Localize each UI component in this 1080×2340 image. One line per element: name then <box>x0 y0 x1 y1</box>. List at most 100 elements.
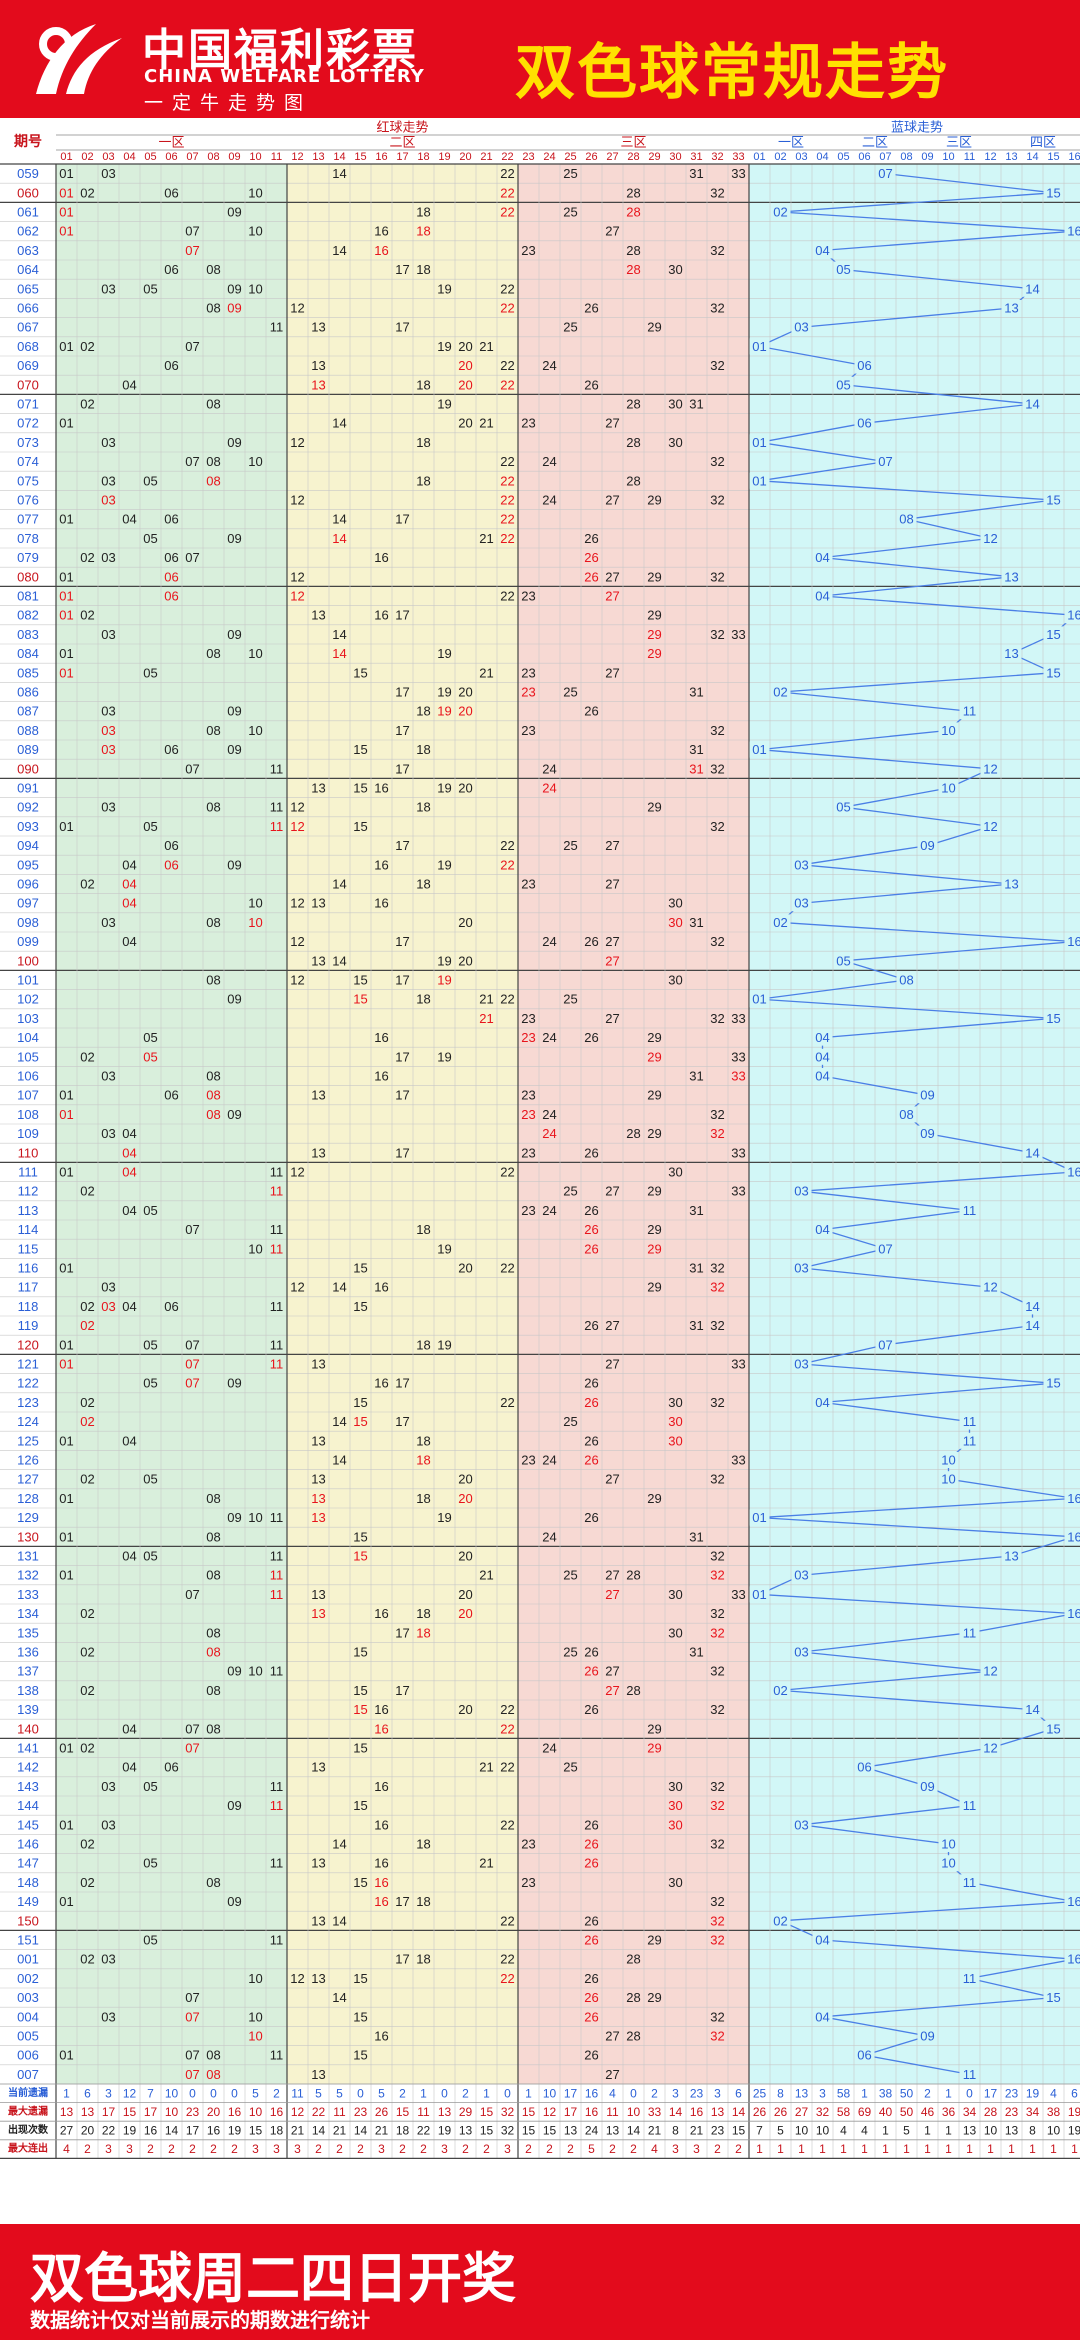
blue-ball-backdrop <box>854 1759 875 1776</box>
red-stat-value: 4 <box>63 2142 70 2156</box>
red-ball-mark: 19 <box>437 704 451 719</box>
red-ball-mark: 17 <box>395 262 409 277</box>
red-ball-mark: 05 <box>143 1933 157 1948</box>
red-ball-mark: 26 <box>584 1376 598 1391</box>
red-number-header: 11 <box>271 151 282 163</box>
blue-ball-mark: 06 <box>857 2048 871 2063</box>
red-ball-mark: 09 <box>227 1376 241 1391</box>
blue-ball-mark: 04 <box>815 1049 829 1064</box>
issue-number: 118 <box>18 1299 39 1314</box>
red-ball-mark: 02 <box>80 1837 94 1852</box>
issue-number: 108 <box>17 1107 39 1122</box>
red-ball-mark: 14 <box>332 1453 346 1468</box>
red-ball-mark: 27 <box>605 665 619 680</box>
blue-number-header: 11 <box>964 151 975 163</box>
red-stat-value: 2 <box>231 2142 238 2156</box>
blue-stat-value: 1 <box>1029 2142 1036 2156</box>
blue-ball-backdrop <box>1001 568 1022 585</box>
blue-ball-backdrop <box>749 434 770 451</box>
red-ball-mark: 25 <box>563 838 577 853</box>
red-stat-value: 13 <box>606 2124 620 2138</box>
red-stat-value: 2 <box>714 2142 721 2156</box>
red-ball-mark: 24 <box>542 493 556 508</box>
red-ball-mark: 15 <box>353 1971 367 1986</box>
blue-stat-value: 1 <box>819 2142 826 2156</box>
blue-stat-value: 1 <box>945 2086 952 2100</box>
red-ball-mark: 32 <box>710 185 724 200</box>
red-stat-value: 2 <box>609 2142 616 2156</box>
red-ball-mark: 17 <box>395 1088 409 1103</box>
blue-stat-value: 19 <box>1068 2124 1080 2138</box>
red-stat-value: 10 <box>543 2086 557 2100</box>
red-ball-mark: 25 <box>563 166 577 181</box>
red-ball-mark: 30 <box>668 1625 682 1640</box>
blue-ball-backdrop <box>833 261 854 278</box>
blue-stat-value: 1 <box>882 2124 889 2138</box>
red-ball-mark: 28 <box>626 205 640 220</box>
red-ball-mark: 05 <box>143 1376 157 1391</box>
red-stat-value: 1 <box>63 2086 70 2100</box>
red-ball-mark: 11 <box>270 1549 284 1564</box>
blue-ball-mark: 02 <box>773 1683 787 1698</box>
red-ball-mark: 10 <box>248 1510 262 1525</box>
red-number-header: 02 <box>81 151 93 163</box>
stat-label: 当前遗漏 <box>8 2086 48 2099</box>
blue-ball-backdrop <box>875 453 896 470</box>
red-ball-mark: 07 <box>185 2048 199 2063</box>
red-ball-mark: 20 <box>458 416 472 431</box>
red-ball-mark: 26 <box>584 704 598 719</box>
blue-stat-value: 50 <box>900 2105 914 2119</box>
red-stat-value: 18 <box>270 2124 284 2138</box>
blue-ball-mark: 16 <box>1067 1529 1080 1544</box>
red-ball-mark: 29 <box>647 1721 661 1736</box>
red-ball-mark: 32 <box>710 2009 724 2024</box>
red-ball-mark: 01 <box>59 819 73 834</box>
red-ball-mark: 30 <box>668 1817 682 1832</box>
blue-ball-mark: 11 <box>963 1875 977 1890</box>
red-stat-value: 2 <box>462 2086 469 2100</box>
red-ball-mark: 22 <box>500 1165 514 1180</box>
red-ball-mark: 01 <box>59 589 73 604</box>
red-ball-mark: 13 <box>311 1856 325 1871</box>
red-ball-mark: 32 <box>710 1549 724 1564</box>
red-ball-mark: 11 <box>270 1299 284 1314</box>
red-ball-mark: 10 <box>248 1971 262 1986</box>
issue-number: 106 <box>17 1069 39 1084</box>
red-stat-value: 21 <box>690 2124 704 2138</box>
blue-ball-backdrop <box>791 895 812 912</box>
red-ball-mark: 17 <box>395 838 409 853</box>
issue-number: 006 <box>17 2048 39 2063</box>
red-ball-mark: 32 <box>710 1568 724 1583</box>
red-ball-mark: 15 <box>353 1529 367 1544</box>
red-ball-mark: 11 <box>270 1933 284 1948</box>
blue-ball-backdrop <box>917 1778 938 1795</box>
blue-ball-backdrop <box>791 1260 812 1276</box>
blue-ball-backdrop <box>791 1644 812 1660</box>
red-stat-value: 3 <box>378 2142 385 2156</box>
blue-ball-backdrop <box>875 1240 896 1257</box>
blue-number-header: 07 <box>879 151 891 163</box>
issue-number: 062 <box>17 224 39 239</box>
brand-name-cn: 中国福利彩票 <box>142 25 418 76</box>
issue-number: 075 <box>17 473 39 488</box>
red-ball-mark: 28 <box>626 1568 640 1583</box>
red-stat-value: 5 <box>378 2086 385 2100</box>
red-stat-value: 5 <box>315 2086 322 2100</box>
red-ball-mark: 11 <box>270 1337 284 1352</box>
issue-number: 123 <box>17 1395 39 1410</box>
red-ball-mark: 23 <box>521 1030 535 1045</box>
blue-ball-backdrop <box>854 2047 875 2064</box>
red-stat-value: 0 <box>189 2086 196 2100</box>
blue-ball-mark: 03 <box>794 1817 808 1832</box>
blue-stat-value: 26 <box>774 2105 788 2119</box>
blue-stat-value: 19 <box>1068 2105 1080 2119</box>
red-ball-mark: 07 <box>185 761 199 776</box>
blue-ball-backdrop <box>1043 1720 1064 1737</box>
red-ball-mark: 05 <box>143 1549 157 1564</box>
blue-ball-mark: 11 <box>963 704 977 719</box>
red-ball-mark: 18 <box>416 1453 430 1468</box>
red-stat-value: 21 <box>375 2124 389 2138</box>
blue-ball-backdrop <box>1022 1298 1043 1315</box>
blue-stat-value: 19 <box>1026 2086 1040 2100</box>
red-ball-mark: 08 <box>206 473 220 488</box>
